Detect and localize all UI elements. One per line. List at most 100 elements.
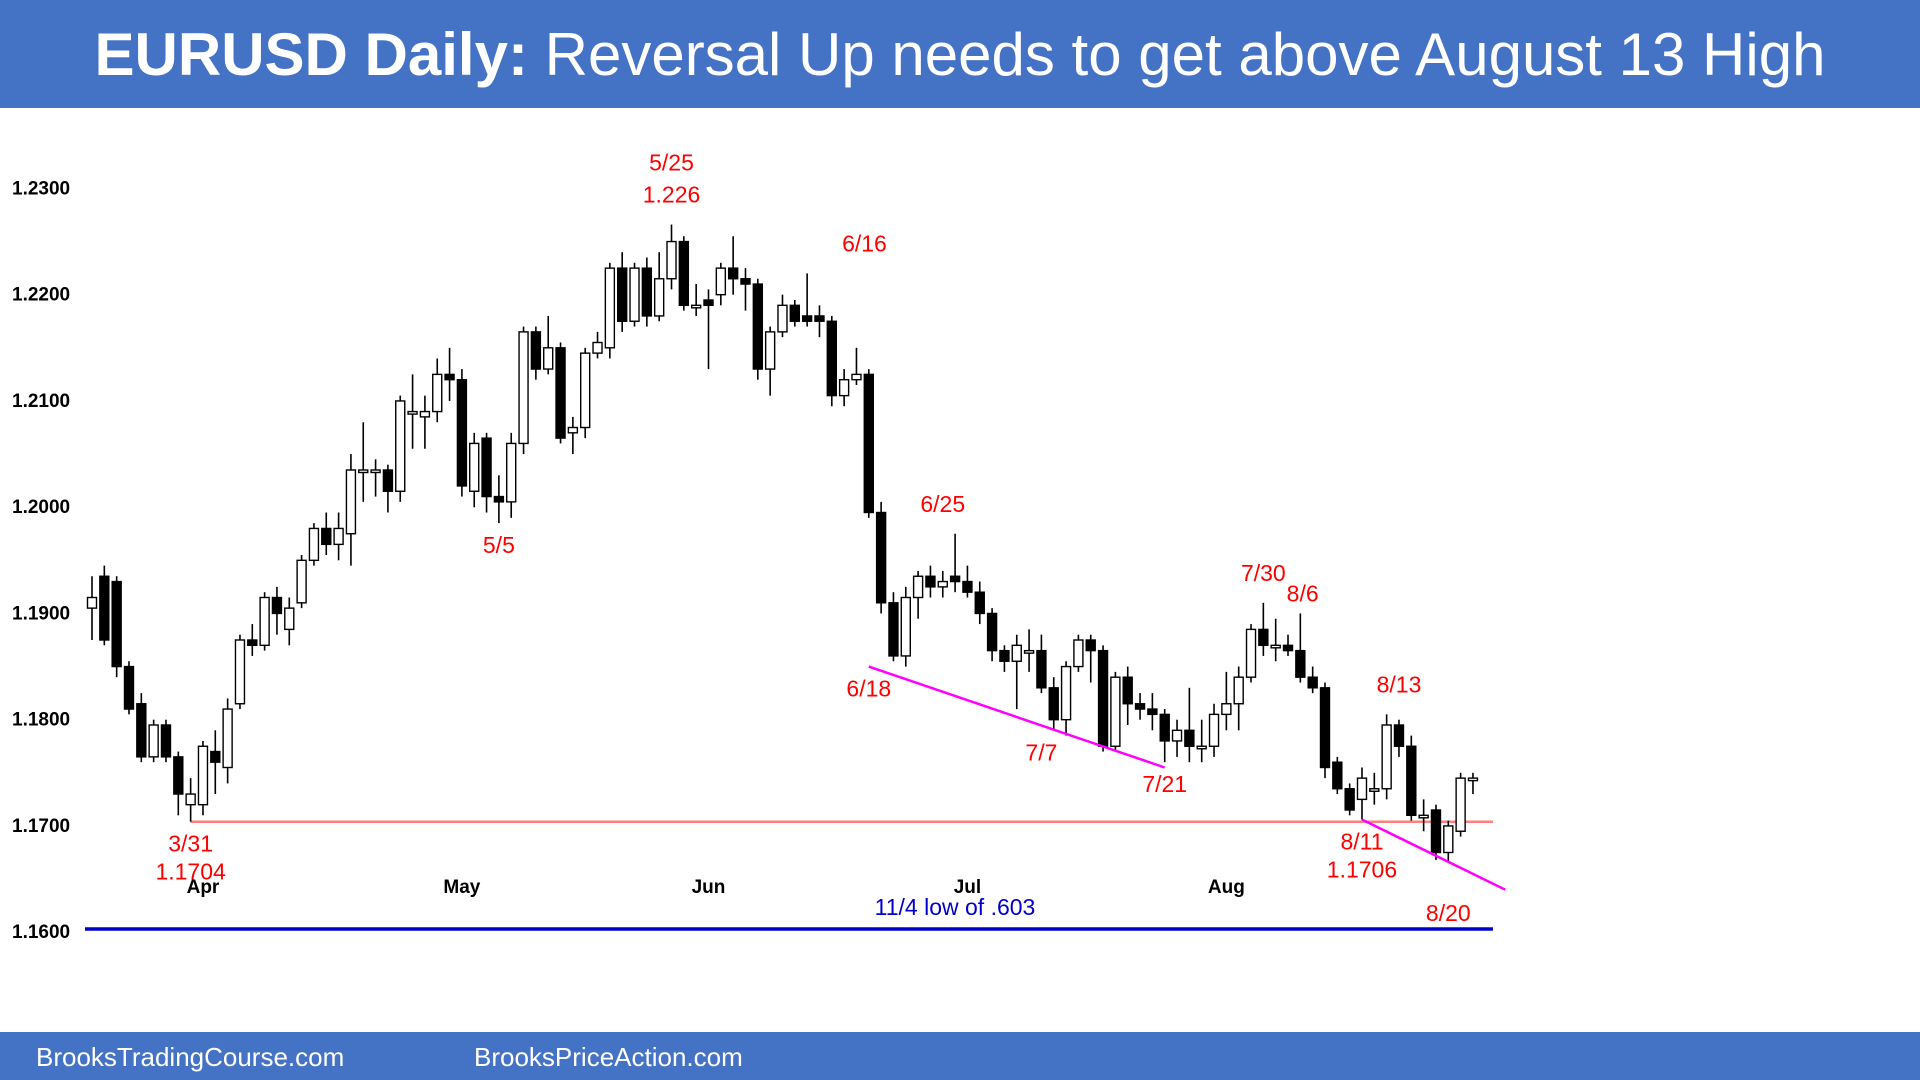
annotation-label: 8/6 xyxy=(1287,580,1319,606)
candle-body xyxy=(148,724,159,758)
y-tick-label: 1.1700 xyxy=(12,816,70,837)
candle-body xyxy=(1406,745,1417,817)
candle-body xyxy=(962,580,973,593)
x-month-label: Jul xyxy=(954,877,981,898)
candle-body xyxy=(986,612,998,652)
candle-body xyxy=(259,596,270,647)
candle-body xyxy=(395,400,406,492)
candle-body xyxy=(999,649,1010,662)
candle-body xyxy=(727,267,739,280)
y-tick-label: 1.1800 xyxy=(12,710,70,731)
candle-body xyxy=(1221,703,1232,716)
candle-body xyxy=(838,378,850,397)
candle-body xyxy=(136,703,147,758)
trendline xyxy=(1361,818,1506,891)
candle-body xyxy=(567,426,579,434)
candle-body xyxy=(234,639,246,705)
candle-body xyxy=(925,575,936,588)
annotation-label: 7/30 xyxy=(1241,560,1286,586)
candle-body xyxy=(308,527,320,562)
candle-body xyxy=(912,575,924,599)
candle-body xyxy=(1036,649,1047,689)
candle-body xyxy=(1159,713,1170,742)
candle-body xyxy=(604,267,616,349)
candle-body xyxy=(814,315,825,322)
candle-body xyxy=(1455,777,1466,832)
x-month-label: May xyxy=(443,877,480,898)
candle-body xyxy=(210,750,221,763)
y-tick-label: 1.2200 xyxy=(12,285,70,306)
candle-body xyxy=(616,267,628,322)
x-month-label: Apr xyxy=(187,877,220,898)
candle-body xyxy=(678,240,690,307)
title-instrument: EURUSD Daily: xyxy=(94,20,528,88)
candle-body xyxy=(1208,713,1220,747)
candle-body xyxy=(1258,628,1269,647)
candle-body xyxy=(1443,825,1454,854)
candle-body xyxy=(1319,687,1331,769)
candle-body xyxy=(99,575,110,641)
candle-body xyxy=(1060,665,1072,721)
candle-body xyxy=(875,511,887,604)
candle-body xyxy=(185,793,196,806)
candle-body xyxy=(1184,729,1195,747)
candle-body xyxy=(493,495,505,503)
candle-body xyxy=(1369,788,1380,792)
candle-body xyxy=(653,278,665,317)
title-banner: EURUSD Daily: Reversal Up needs to get a… xyxy=(0,0,1920,108)
candle-body xyxy=(1332,761,1343,790)
annotation-label: 1.226 xyxy=(643,182,701,208)
candle-body xyxy=(1393,724,1405,747)
annotation-label: 6/25 xyxy=(920,491,965,517)
candle-body xyxy=(518,331,529,445)
candle-body xyxy=(789,304,801,322)
candle-body xyxy=(592,341,603,354)
candle-body xyxy=(111,580,122,668)
candle-body xyxy=(777,304,788,333)
candle-body xyxy=(333,527,344,546)
candle-body xyxy=(1467,777,1479,782)
candle-body xyxy=(1430,809,1442,854)
annotation-label: 5/5 xyxy=(483,532,515,558)
candle-body xyxy=(197,745,209,806)
candle-body xyxy=(543,347,554,370)
candlestick-chart: 1.2300 1.2200 1.2100 1.2000 1.1900 1.1800 1.17… xyxy=(12,150,1506,943)
candle-body xyxy=(764,331,776,370)
candle-body xyxy=(863,373,874,514)
candle-body xyxy=(801,315,813,322)
candle-body xyxy=(1418,814,1429,819)
candle-body xyxy=(382,469,394,492)
candle-body xyxy=(666,240,677,280)
annotation-label: 6/16 xyxy=(842,230,887,256)
candle-body xyxy=(580,352,591,429)
candle-body xyxy=(456,378,468,487)
annotation-label: 6/18 xyxy=(846,676,891,702)
candle-body xyxy=(555,347,566,439)
candle-body xyxy=(419,410,431,418)
candle-body xyxy=(296,559,307,604)
candle-body xyxy=(900,596,911,657)
candle-body xyxy=(530,331,542,370)
candle-body xyxy=(641,267,653,317)
candle-body xyxy=(752,283,764,370)
chart-title: EURUSD Daily: Reversal Up needs to get a… xyxy=(95,20,1826,89)
footer-site-trading-course[interactable]: BrooksTradingCourse.com xyxy=(36,1042,345,1072)
candle-body xyxy=(1147,708,1158,716)
candle-body xyxy=(715,267,727,296)
candle-body xyxy=(345,469,357,535)
annotation-label: 5/25 xyxy=(649,150,694,176)
annotation-label: 8/13 xyxy=(1377,671,1422,697)
candle-body xyxy=(1270,644,1281,649)
candle-body xyxy=(432,373,443,413)
candle-body xyxy=(1122,676,1133,705)
candle-body xyxy=(1134,703,1146,710)
candle-body xyxy=(1023,649,1035,654)
annotation-label: 7/7 xyxy=(1025,739,1057,765)
trendline xyxy=(868,665,1166,769)
candle-body xyxy=(247,639,258,647)
candle-body xyxy=(160,724,172,758)
footer-site-price-action[interactable]: BrooksPriceAction.com xyxy=(474,1042,743,1072)
x-month-label: Jun xyxy=(692,877,726,898)
y-tick-label: 1.2100 xyxy=(12,391,70,412)
annotation-label: 8/11 xyxy=(1340,829,1383,855)
